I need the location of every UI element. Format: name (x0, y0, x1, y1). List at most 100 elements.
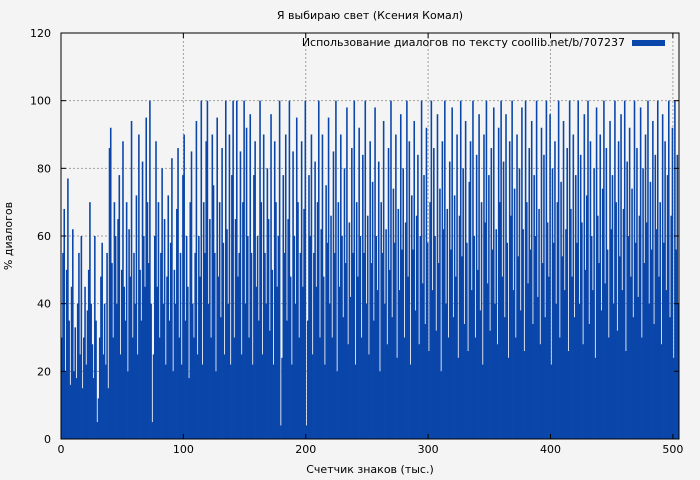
bar (593, 168, 595, 440)
bar (508, 141, 511, 439)
y-tick-label: 40 (37, 298, 51, 311)
bar (130, 120, 133, 439)
bar (611, 175, 614, 439)
bar (549, 114, 551, 439)
bar (395, 134, 397, 439)
bar (366, 215, 369, 439)
bar (194, 252, 196, 439)
bar (541, 263, 544, 439)
bar (546, 222, 549, 439)
bar (533, 175, 535, 439)
bar (403, 337, 406, 439)
bar (351, 148, 353, 440)
bar (179, 252, 182, 439)
bar (161, 168, 163, 440)
bar (275, 202, 277, 439)
bar (587, 100, 589, 440)
x-tick-label: 100 (173, 443, 194, 456)
bar (634, 242, 637, 439)
bar (235, 100, 238, 440)
bar (543, 154, 545, 440)
bar (209, 219, 211, 439)
bar (284, 134, 287, 439)
bar (202, 202, 205, 439)
bar (652, 120, 654, 439)
bar (535, 100, 538, 440)
x-tick-label: 500 (662, 443, 683, 456)
bar (165, 364, 167, 439)
bar (544, 317, 546, 439)
bar (226, 229, 228, 439)
bar (109, 127, 112, 439)
bar (316, 202, 319, 439)
bar (370, 263, 373, 439)
bar (336, 371, 338, 439)
bar (529, 249, 532, 439)
bar (513, 188, 516, 439)
bar (672, 357, 675, 439)
bar (245, 127, 248, 439)
bar (359, 236, 362, 439)
bar (445, 303, 447, 439)
bar (95, 320, 97, 439)
bar (141, 161, 144, 440)
bar (481, 364, 484, 439)
bar (647, 100, 649, 440)
bar (149, 100, 151, 440)
bar (439, 188, 441, 439)
bar (273, 141, 276, 439)
bar (83, 337, 85, 439)
bar (133, 252, 135, 439)
bar (419, 236, 422, 439)
bar (639, 107, 642, 439)
bar (644, 134, 647, 439)
bar (461, 256, 463, 439)
bar (617, 141, 620, 439)
bar (661, 114, 664, 439)
x-tick-label: 400 (540, 443, 561, 456)
bar (621, 290, 624, 439)
bar (250, 252, 253, 439)
bar (423, 175, 425, 439)
bar (650, 249, 653, 439)
bar (573, 317, 576, 439)
bar (198, 236, 200, 439)
bar (413, 120, 416, 439)
bar (172, 371, 174, 439)
bar (310, 134, 313, 439)
bar (371, 181, 374, 439)
bar (377, 161, 380, 440)
bar (483, 134, 485, 439)
bar (466, 242, 468, 439)
bar (512, 290, 515, 439)
bar (117, 219, 119, 439)
bar (281, 357, 283, 439)
bar (472, 100, 474, 440)
bar (444, 100, 446, 440)
bar (455, 276, 457, 439)
bar (645, 222, 648, 439)
bar (524, 100, 527, 440)
bar (530, 120, 533, 439)
bar (80, 236, 83, 439)
bar (511, 100, 513, 440)
bar (184, 320, 187, 439)
bar (247, 236, 249, 439)
bar (600, 310, 603, 439)
bar (119, 354, 122, 439)
bar (630, 276, 632, 439)
bar (489, 330, 491, 439)
bar (135, 195, 138, 439)
bar (440, 371, 442, 439)
bar (638, 215, 641, 439)
bar (124, 320, 127, 439)
bar (568, 100, 571, 440)
bar (62, 252, 64, 439)
bar (556, 202, 559, 439)
bar (267, 219, 270, 439)
y-tick-label: 20 (37, 365, 51, 378)
bar (305, 425, 308, 439)
bar (434, 236, 436, 439)
bar (355, 202, 358, 439)
bar (74, 327, 77, 439)
